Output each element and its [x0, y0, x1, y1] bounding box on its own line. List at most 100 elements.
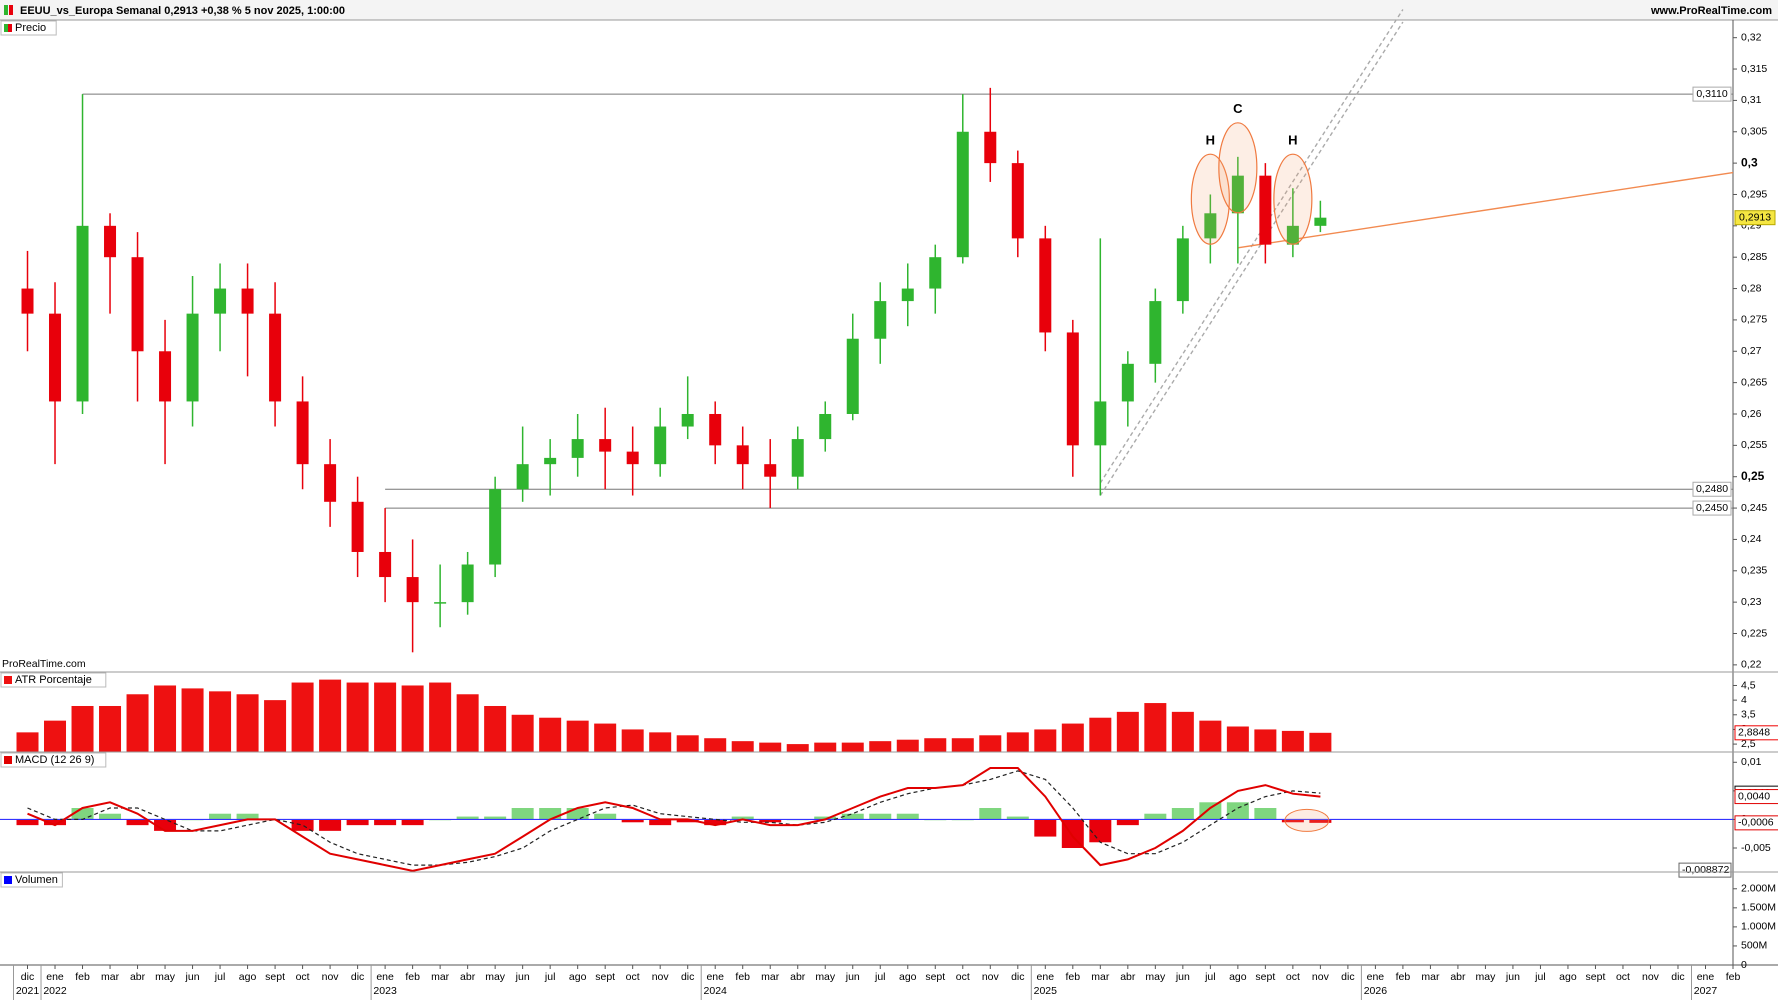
- x-tick-label: oct: [626, 971, 640, 983]
- y-tick-label: 0,25: [1741, 469, 1765, 483]
- candle-body: [461, 564, 474, 603]
- atr-bar: [649, 732, 672, 752]
- pattern-ellipse: [1218, 122, 1258, 214]
- macd-histogram-bar: [99, 813, 122, 820]
- x-tick-label: oct: [1616, 971, 1630, 983]
- atr-bar: [786, 744, 809, 752]
- atr-bar: [71, 705, 94, 752]
- macd-histogram-bar: [1226, 802, 1249, 820]
- atr-bar: [16, 732, 39, 752]
- candle-body: [956, 131, 969, 258]
- y-tick-label: 0,275: [1741, 314, 1767, 326]
- x-tick-label: feb: [405, 971, 420, 983]
- atr-bar: [676, 735, 699, 752]
- macd-histogram-bar: [1034, 819, 1057, 837]
- x-tick-label: dic: [351, 971, 364, 983]
- y-tick-label: 0,32: [1741, 31, 1762, 43]
- y-tick-label: 500M: [1741, 940, 1767, 952]
- candle-body: [984, 131, 997, 164]
- y-tick-label: 0,26: [1741, 408, 1762, 420]
- candle-body: [406, 577, 419, 603]
- marker-label: 0,0040: [1738, 790, 1770, 802]
- atr-bar: [814, 742, 837, 752]
- macd-histogram-bar: [814, 816, 837, 820]
- macd-histogram-bar: [1309, 819, 1332, 823]
- x-tick-label: abr: [790, 971, 806, 983]
- legend-box: [0, 752, 107, 768]
- candle-body: [571, 439, 584, 458]
- legend-label: MACD (12 26 9): [15, 754, 94, 766]
- x-tick-label: ene: [706, 971, 724, 983]
- atr-bar: [1281, 730, 1304, 752]
- atr-bar: [1116, 711, 1139, 752]
- last-price-tag: [1734, 210, 1776, 226]
- candle-body: [736, 445, 749, 465]
- candle-body: [489, 489, 502, 565]
- y-tick-label: -0,005: [1741, 842, 1771, 854]
- header-icon: [4, 5, 8, 15]
- trend-line: [1099, 21, 1404, 496]
- x-tick-label: feb: [735, 971, 750, 983]
- legend-box: [0, 872, 63, 888]
- atr-bar: [1226, 726, 1249, 752]
- macd-histogram-bar: [71, 808, 94, 820]
- x-tick-label: jun: [845, 971, 860, 983]
- x-tick-label: ene: [1037, 971, 1055, 983]
- candle-body: [241, 288, 254, 314]
- trend-line: [1237, 171, 1734, 249]
- year-label: 2023: [373, 985, 397, 997]
- candle-body: [1231, 175, 1244, 214]
- atr-bar: [429, 682, 452, 752]
- candle-body: [1011, 163, 1024, 239]
- y-tick-label: 0: [1741, 959, 1747, 971]
- atr-bar: [456, 694, 479, 752]
- atr-bar: [594, 723, 617, 752]
- x-tick-label: abr: [1450, 971, 1466, 983]
- macd-histogram-bar: [374, 819, 397, 826]
- candle-body: [104, 225, 117, 258]
- macd-histogram-bar: [319, 819, 342, 831]
- legend-box: [0, 672, 107, 688]
- atr-bar: [291, 682, 314, 752]
- atr-bar: [924, 738, 947, 752]
- x-tick-label: jul: [1204, 971, 1216, 983]
- atr-bar: [181, 688, 204, 752]
- y-tick-label: 0,285: [1741, 251, 1767, 263]
- candle-body: [1066, 332, 1079, 446]
- year-label: 2027: [1694, 985, 1718, 997]
- legend-label: Precio: [15, 22, 46, 34]
- candle-body: [159, 351, 172, 402]
- header-site: www.ProRealTime.com: [1650, 5, 1772, 17]
- atr-bar: [1061, 723, 1084, 752]
- candle-body: [654, 426, 667, 465]
- x-tick-label: jun: [185, 971, 200, 983]
- atr-bar: [484, 705, 507, 752]
- candle-body: [296, 401, 309, 465]
- candle-body: [516, 464, 529, 490]
- x-tick-label: oct: [1286, 971, 1300, 983]
- pattern-ellipse: [1190, 153, 1230, 245]
- x-tick-label: feb: [1396, 971, 1411, 983]
- legend-label: Volumen: [15, 874, 58, 886]
- x-tick-label: ene: [376, 971, 394, 983]
- x-tick-label: ene: [1697, 971, 1715, 983]
- marker-label: -0,008872: [1682, 864, 1729, 876]
- x-tick-label: feb: [1066, 971, 1081, 983]
- y-tick-label: 0,265: [1741, 376, 1767, 388]
- atr-bar: [1144, 703, 1167, 752]
- level-label-box: [1692, 86, 1732, 102]
- y-tick-label: 0,295: [1741, 188, 1767, 200]
- atr-bar: [1199, 720, 1222, 752]
- atr-bar: [1309, 732, 1332, 752]
- candle-body: [901, 288, 914, 302]
- y-tick-label: 0,3: [1741, 155, 1758, 169]
- x-tick-label: dic: [1341, 971, 1354, 983]
- x-tick-label: jun: [515, 971, 530, 983]
- x-tick-label: nov: [982, 971, 1000, 983]
- atr-bar: [319, 679, 342, 752]
- atr-bar: [841, 742, 864, 752]
- atr-bar: [869, 741, 892, 752]
- y-tick-label: 2,5: [1741, 738, 1756, 750]
- candle-body: [214, 288, 227, 314]
